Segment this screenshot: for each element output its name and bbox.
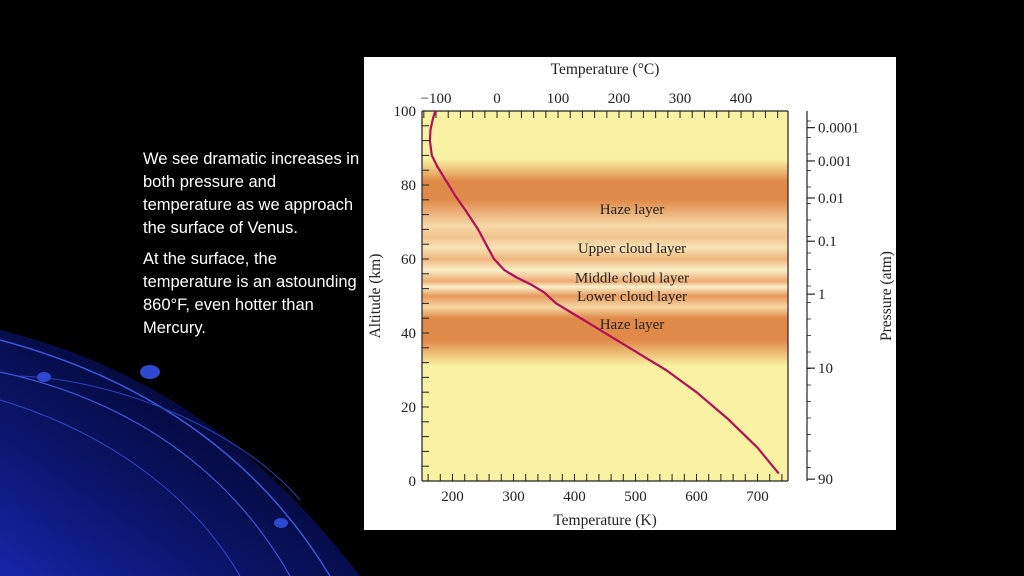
paragraph-surface: At the surface, the temperature is an as… — [143, 250, 357, 337]
x-tick-label: 500 — [624, 489, 647, 505]
venus-atmosphere-chart: 0 20 40 60 80 100 200 300 400 500 600 700 −100 0 100 20… — [364, 57, 896, 530]
y-tick-label: 80 — [401, 178, 416, 194]
y-tick-label: 100 — [394, 104, 417, 120]
right-axis-title: Pressure (atm) — [878, 251, 895, 341]
x-tick-label: 300 — [502, 489, 525, 505]
pressure-tick-label: 0.01 — [818, 191, 844, 207]
layer-label: Lower cloud layer — [577, 289, 687, 305]
y-tick-label: 20 — [401, 400, 416, 416]
paragraph-pressure: We see dramatic increases in both pressu… — [143, 150, 360, 237]
y-axis-title: Altitude (km) — [367, 254, 384, 339]
x-tick-label: 400 — [563, 489, 586, 505]
y-tick-label: 0 — [409, 474, 417, 490]
layer-label: Haze layer — [600, 202, 665, 218]
top-tick-label: 100 — [547, 91, 570, 107]
y-tick-label: 40 — [401, 326, 416, 342]
top-tick-label: −100 — [421, 91, 452, 107]
pressure-tick-label: 1 — [818, 287, 826, 303]
pressure-tick-label: 0.0001 — [818, 121, 859, 137]
x-tick-label: 200 — [441, 489, 464, 505]
slide-body-text: We see dramatic increases in both pressu… — [143, 148, 365, 348]
x-tick-label: 600 — [685, 489, 708, 505]
pressure-tick-label: 10 — [818, 361, 833, 377]
layer-label: Middle cloud layer — [575, 271, 689, 287]
layer-label: Upper cloud layer — [578, 241, 686, 257]
top-axis-title: Temperature (°C) — [551, 61, 660, 78]
pressure-tick-label: 90 — [818, 472, 833, 488]
layer-label: Haze layer — [600, 317, 665, 333]
y-tick-label: 60 — [401, 252, 416, 268]
top-tick-label: 0 — [493, 91, 501, 107]
top-tick-label: 200 — [608, 91, 631, 107]
top-tick-label: 400 — [730, 91, 753, 107]
top-tick-label: 300 — [669, 91, 692, 107]
x-axis-title: Temperature (K) — [553, 512, 656, 529]
temperature-profile-line — [428, 110, 780, 475]
x-tick-label: 700 — [746, 489, 769, 505]
pressure-tick-label: 0.001 — [818, 154, 852, 170]
chart-svg: 0 20 40 60 80 100 200 300 400 500 600 700 −100 0 100 20… — [367, 61, 895, 529]
pressure-tick-label: 0.1 — [818, 234, 837, 250]
